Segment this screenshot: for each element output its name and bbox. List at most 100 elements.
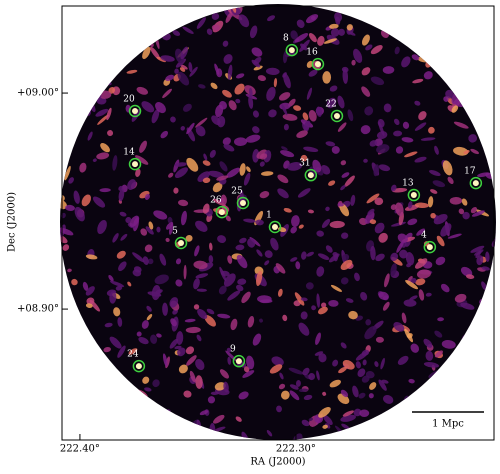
noise-blob: [460, 266, 473, 277]
noise-blob: [217, 313, 231, 319]
noise-blob: [279, 372, 284, 380]
noise-blob: [314, 351, 324, 356]
source-label: 9: [230, 345, 236, 355]
noise-blob: [323, 414, 333, 426]
noise-blob: [133, 266, 142, 273]
noise-blob: [92, 196, 106, 208]
noise-blob: [186, 122, 195, 135]
noise-blob: [281, 390, 290, 400]
noise-blob: [177, 199, 189, 207]
noise-blob: [183, 390, 192, 398]
noise-blob: [370, 245, 376, 261]
noise-blob: [159, 253, 167, 266]
noise-blob: [298, 224, 304, 229]
noise-blob: [169, 338, 178, 349]
noise-blob: [148, 221, 154, 230]
noise-blob: [308, 32, 317, 43]
noise-blob: [87, 131, 93, 141]
noise-blob: [108, 274, 114, 282]
x-tick-label: 222.40°: [60, 444, 100, 455]
y-tick-label: +08.90°: [17, 304, 59, 315]
noise-blob: [369, 219, 377, 225]
noise-blob: [118, 185, 123, 191]
noise-blob: [405, 252, 415, 266]
noise-blob: [189, 370, 196, 383]
noise-blob: [365, 319, 372, 326]
source-core: [132, 107, 139, 114]
noise-blob: [283, 123, 289, 131]
noise-blob: [216, 68, 223, 78]
noise-blob: [162, 88, 172, 99]
noise-blob: [432, 180, 446, 188]
noise-blob: [282, 314, 288, 322]
noise-blob: [239, 237, 247, 244]
noise-blob: [328, 299, 339, 307]
noise-blob: [288, 367, 304, 375]
noise-blob: [100, 143, 110, 153]
noise-blob: [294, 292, 305, 306]
noise-blob: [235, 244, 245, 251]
noise-blob: [129, 215, 140, 227]
noise-blob: [301, 251, 307, 260]
noise-blob: [180, 125, 185, 131]
noise-blob: [423, 362, 440, 368]
noise-blob: [329, 85, 338, 92]
noise-blob: [341, 66, 349, 73]
noise-blob: [202, 160, 211, 166]
noise-blob: [213, 426, 226, 432]
noise-blob: [236, 254, 248, 269]
noise-blob: [330, 28, 340, 37]
source-label: 25: [231, 187, 243, 197]
noise-blob: [346, 24, 353, 31]
noise-blob: [308, 69, 318, 77]
noise-blob: [303, 394, 313, 401]
noise-blob: [219, 266, 227, 282]
noise-blob: [204, 315, 216, 327]
noise-blob: [365, 44, 373, 51]
noise-blob: [238, 391, 249, 400]
noise-blob: [68, 177, 74, 184]
noise-blob: [62, 244, 70, 251]
noise-blob: [357, 368, 366, 378]
noise-blob: [340, 389, 349, 398]
noise-blob: [81, 194, 91, 207]
noise-blob: [414, 202, 429, 208]
noise-blob: [126, 69, 138, 74]
noise-blob: [373, 164, 380, 177]
noise-blob: [208, 255, 214, 264]
noise-blob: [95, 108, 109, 117]
noise-blob: [295, 261, 301, 270]
noise-blob: [198, 84, 206, 89]
noise-blob: [376, 144, 390, 154]
source-label: 13: [402, 179, 414, 189]
noise-blob: [384, 273, 390, 288]
noise-blob: [222, 40, 229, 47]
noise-blob: [73, 190, 80, 204]
noise-blob: [118, 189, 125, 202]
noise-blob: [383, 103, 392, 113]
noise-blob: [382, 301, 390, 311]
noise-blob: [318, 406, 331, 418]
noise-blob: [203, 153, 208, 161]
noise-blob: [403, 299, 417, 307]
noise-blob: [135, 168, 141, 177]
noise-blob: [248, 95, 254, 109]
noise-blob: [223, 54, 233, 64]
noise-blob: [305, 282, 314, 290]
noise-blob: [382, 395, 394, 404]
noise-blob: [307, 209, 314, 214]
noise-blob: [233, 137, 248, 146]
noise-blob: [167, 216, 173, 224]
noise-blob: [287, 162, 303, 171]
noise-blob: [153, 210, 168, 220]
noise-blob: [394, 46, 400, 55]
noise-blob: [300, 311, 308, 320]
noise-blob: [441, 340, 456, 349]
noise-blob: [410, 343, 420, 353]
noise-blob: [135, 155, 149, 165]
noise-blob: [361, 67, 371, 76]
noise-blob: [374, 361, 379, 367]
noise-blob: [155, 102, 166, 114]
noise-blob: [425, 350, 434, 361]
noise-blob: [290, 257, 298, 262]
